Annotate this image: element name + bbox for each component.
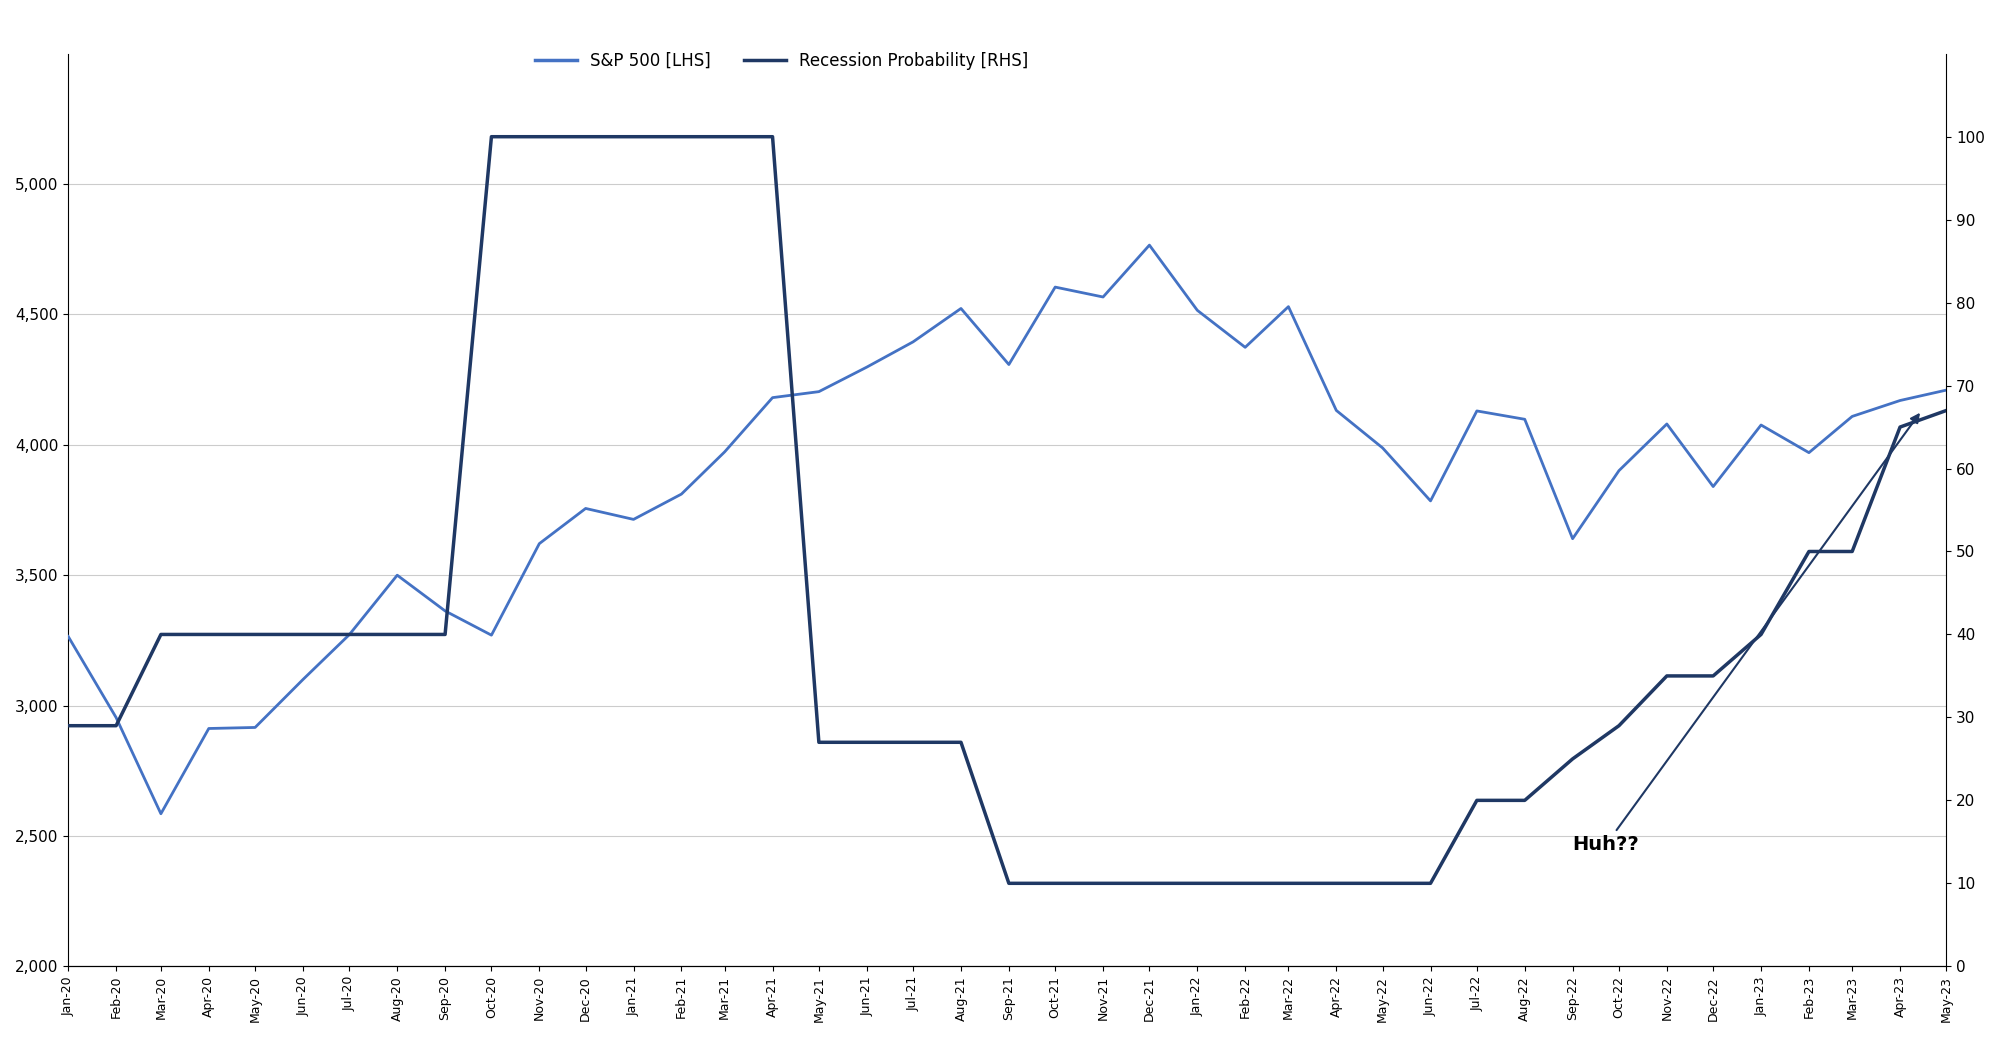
Legend: S&P 500 [LHS], Recession Probability [RHS]: S&P 500 [LHS], Recession Probability [RH… [526, 44, 1036, 79]
Text: Huh??: Huh?? [1572, 415, 1918, 854]
